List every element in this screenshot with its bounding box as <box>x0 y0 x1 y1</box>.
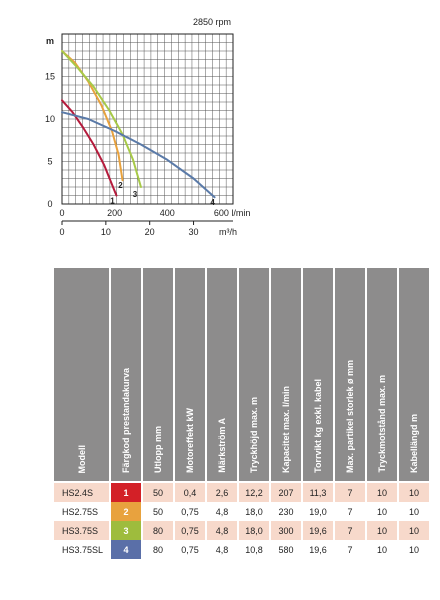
model-cell: HS3.75SL <box>54 540 109 559</box>
column-header-label: Märkström A <box>217 418 227 473</box>
value-cell: 19,0 <box>303 502 333 521</box>
y-tick-label: 10 <box>45 114 55 124</box>
column-header-label: Motoreffekt kW <box>185 408 195 473</box>
table-row: HS3.75S 3 80 0,75 4,8 18,0 300 19,6 7 10 10 <box>54 521 429 540</box>
series-line-1 <box>61 99 118 197</box>
value-cell: 80 <box>143 540 173 559</box>
secondary-tick-label: 20 <box>145 227 155 237</box>
y-tick-label: 0 <box>47 199 52 209</box>
column-header-label: Tryckmotstånd max. m <box>377 375 387 473</box>
value-cell: 230 <box>271 502 301 521</box>
series-label-2: 2 <box>118 181 123 190</box>
column-header-label: Modell <box>76 444 87 474</box>
series-line-2 <box>61 50 124 182</box>
x-tick-label: 200 <box>107 208 122 218</box>
value-cell: 10 <box>367 483 397 502</box>
column-header: Kabellängd m <box>399 268 429 483</box>
value-cell: 50 <box>143 502 173 521</box>
value-cell: 80 <box>143 521 173 540</box>
value-cell: 12,2 <box>239 483 269 502</box>
value-cell: 7 <box>335 483 365 502</box>
value-cell: 18,0 <box>239 502 269 521</box>
value-cell: 0,75 <box>175 521 205 540</box>
value-cell: 10 <box>367 521 397 540</box>
table-body: HS2.4S 1 50 0,4 2,6 12,2 207 11,3 7 10 10 HS2.75S 2 5… <box>54 483 429 559</box>
value-cell: 7 <box>335 502 365 521</box>
column-header-label: Kabellängd m <box>409 413 419 473</box>
value-cell: 10 <box>367 540 397 559</box>
value-cell: 207 <box>271 483 301 502</box>
column-header-label: Kapacitet max. l/min <box>281 385 291 473</box>
y-axis-label: m <box>46 36 54 46</box>
value-cell: 10 <box>367 502 397 521</box>
value-cell: 4,8 <box>207 540 237 559</box>
value-cell: 10 <box>399 483 429 502</box>
value-cell: 10 <box>399 540 429 559</box>
color-code-cell: 1 <box>111 483 141 502</box>
column-header: Färgkod prestandakurva <box>111 268 141 483</box>
value-cell: 0,4 <box>175 483 205 502</box>
color-code-cell: 3 <box>111 521 141 540</box>
series-line-3 <box>61 50 142 188</box>
pump-performance-chart: 2850 rpm m 0 5 10 15 0 200 400 600 l/min 0 10 20 30 m³… <box>45 17 251 237</box>
value-cell: 7 <box>335 540 365 559</box>
x-tick-label: 0 <box>59 208 64 218</box>
secondary-tick-label: 30 <box>189 227 199 237</box>
column-header-label: Färgkod prestandakurva <box>121 367 131 473</box>
value-cell: 11,3 <box>303 483 333 502</box>
value-cell: 580 <box>271 540 301 559</box>
column-header-label: Utlopp mm <box>153 426 163 473</box>
column-header: Utlopp mm <box>143 268 173 483</box>
chart-title: 2850 rpm <box>193 17 231 27</box>
value-cell: 0,75 <box>175 540 205 559</box>
column-header: Tryckhöjd max. m <box>239 268 269 483</box>
column-header: Tryckmotstånd max. m <box>367 268 397 483</box>
secondary-tick-label: 10 <box>101 227 111 237</box>
spec-table: Modell Färgkod prestandakurva Utlopp mm Mot… <box>52 268 431 559</box>
series-label-3: 3 <box>133 190 138 199</box>
value-cell: 0,75 <box>175 502 205 521</box>
series-label-1: 1 <box>110 197 115 206</box>
value-cell: 19,6 <box>303 540 333 559</box>
y-tick-label: 5 <box>47 157 52 167</box>
value-cell: 4,8 <box>207 521 237 540</box>
value-cell: 10,8 <box>239 540 269 559</box>
x-tick-label: 600 l/min <box>214 208 251 218</box>
value-cell: 50 <box>143 483 173 502</box>
plot-frame <box>61 33 234 205</box>
value-cell: 10 <box>399 521 429 540</box>
column-header-label: Torrvikt kg exkl. kabel <box>313 379 323 473</box>
value-cell: 7 <box>335 521 365 540</box>
column-header: Modell <box>54 268 109 483</box>
model-cell: HS2.4S <box>54 483 109 502</box>
series-label-4: 4 <box>210 198 215 207</box>
value-cell: 300 <box>271 521 301 540</box>
column-header: Motoreffekt kW <box>175 268 205 483</box>
model-cell: HS3.75S <box>54 521 109 540</box>
x-tick-label: 400 <box>160 208 175 218</box>
y-tick-label: 15 <box>45 72 55 82</box>
value-cell: 10 <box>399 502 429 521</box>
table-header-row: Modell Färgkod prestandakurva Utlopp mm Mot… <box>54 268 429 483</box>
color-code-cell: 2 <box>111 502 141 521</box>
secondary-axis-unit: m³/h <box>219 227 237 237</box>
value-cell: 2,6 <box>207 483 237 502</box>
secondary-tick-label: 0 <box>59 227 64 237</box>
series-line-4 <box>61 111 216 199</box>
column-header: Max. partikel storlek ø mm <box>335 268 365 483</box>
column-header: Märkström A <box>207 268 237 483</box>
color-code-cell: 4 <box>111 540 141 559</box>
column-header: Kapacitet max. l/min <box>271 268 301 483</box>
column-header-label: Max. partikel storlek ø mm <box>345 359 355 473</box>
value-cell: 4,8 <box>207 502 237 521</box>
table-row: HS2.75S 2 50 0,75 4,8 18,0 230 19,0 7 10 10 <box>54 502 429 521</box>
table-row: HS2.4S 1 50 0,4 2,6 12,2 207 11,3 7 10 10 <box>54 483 429 502</box>
table-row: HS3.75SL 4 80 0,75 4,8 10,8 580 19,6 7 10 10 <box>54 540 429 559</box>
column-header-label: Tryckhöjd max. m <box>249 396 259 473</box>
value-cell: 18,0 <box>239 521 269 540</box>
model-cell: HS2.75S <box>54 502 109 521</box>
column-header: Torrvikt kg exkl. kabel <box>303 268 333 483</box>
value-cell: 19,6 <box>303 521 333 540</box>
